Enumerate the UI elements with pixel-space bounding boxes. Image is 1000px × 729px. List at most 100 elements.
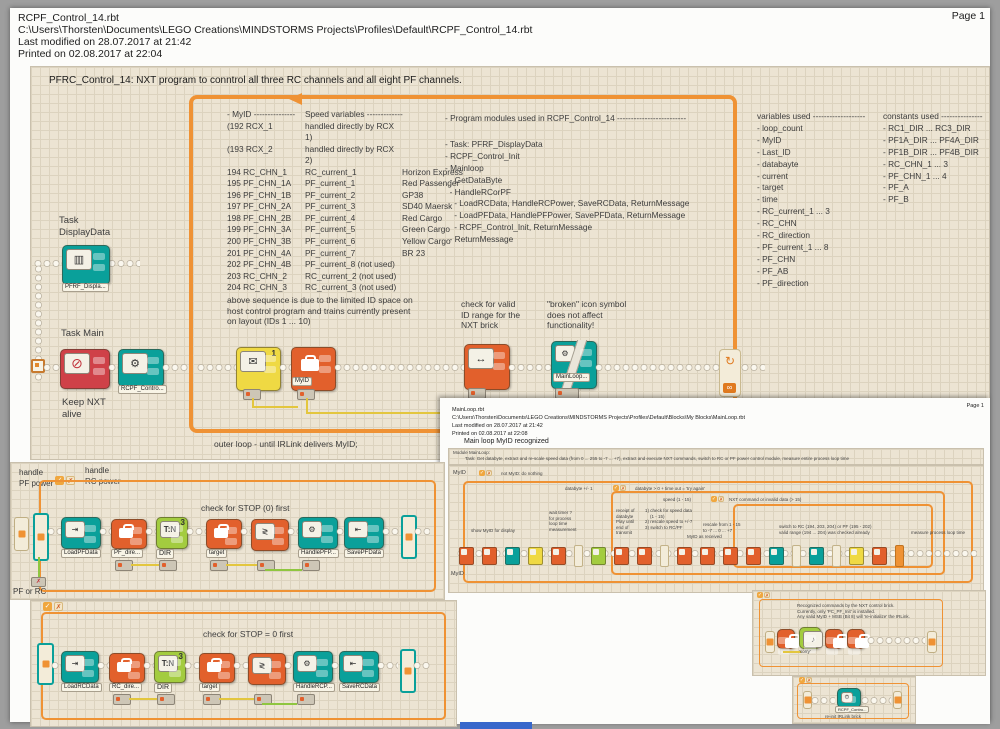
check-icon[interactable]: ✓ bbox=[613, 485, 619, 491]
cross-icon[interactable]: ✗ bbox=[620, 485, 626, 492]
sound-block[interactable]: ♪ bbox=[799, 627, 823, 649]
variable-block-target[interactable] bbox=[206, 519, 242, 549]
keep-alive-block[interactable]: ⊘ bbox=[60, 349, 110, 389]
id-table-cell: 200 PF_CHN_3B bbox=[227, 236, 292, 247]
cross-icon[interactable]: ✗ bbox=[54, 602, 63, 611]
mini-block-orange[interactable] bbox=[723, 547, 738, 565]
check-icon[interactable]: ✓ bbox=[757, 592, 763, 598]
cross-icon[interactable]: ✗ bbox=[718, 496, 724, 503]
mini-block-orange[interactable] bbox=[872, 547, 887, 565]
variable-block-rc-direction[interactable] bbox=[109, 653, 145, 683]
text-block-dir[interactable]: T:N 3 bbox=[154, 651, 186, 683]
check-icon[interactable]: ✓ bbox=[479, 470, 485, 476]
condition-plug[interactable]: ✗ bbox=[31, 577, 46, 587]
switch-tabs[interactable]: ✓ ✗ bbox=[613, 485, 627, 503]
variable-block-small[interactable] bbox=[777, 629, 800, 649]
variable-block-small[interactable] bbox=[847, 629, 870, 649]
task-display-label: Task DisplayData bbox=[59, 215, 111, 238]
start-cap[interactable] bbox=[765, 631, 775, 653]
block-label: HandlePFP... bbox=[298, 549, 339, 558]
mini-block-yellow[interactable] bbox=[849, 547, 864, 565]
mini-block-orange[interactable] bbox=[551, 547, 566, 565]
text-block-dir[interactable]: T:N 3 bbox=[156, 517, 188, 549]
switch-rect-speed bbox=[733, 504, 933, 568]
cross-icon[interactable]: ✗ bbox=[806, 677, 812, 684]
data-plug[interactable] bbox=[157, 694, 175, 705]
switch-cap[interactable] bbox=[33, 513, 49, 561]
myblock-loadrcdata[interactable]: ⇥ bbox=[61, 651, 99, 683]
data-wire-yellow bbox=[131, 564, 159, 566]
myblock-loadpfdata[interactable]: ⇥ bbox=[61, 517, 101, 549]
block-label: PF_dire... bbox=[111, 549, 144, 558]
id-table-cell: PF_current_4 bbox=[305, 212, 356, 223]
myblock-handlercpower[interactable]: ⚙ bbox=[293, 651, 333, 683]
taskbar-fragment[interactable] bbox=[460, 722, 532, 729]
switch-tabs[interactable]: ✓ ✗ bbox=[479, 470, 493, 488]
myblock-pfrf-displaydata[interactable]: ▥ bbox=[62, 245, 110, 285]
infinity-icon: ∞ bbox=[723, 383, 736, 393]
mini-block-orange[interactable] bbox=[459, 547, 474, 565]
compare-block[interactable]: ≷ bbox=[248, 653, 286, 685]
mini-block-end[interactable] bbox=[895, 545, 904, 567]
commands-rect bbox=[759, 599, 943, 667]
check-icon[interactable]: ✓ bbox=[799, 677, 805, 683]
myid-received-note: MyID as received bbox=[687, 534, 722, 539]
variable-block-small[interactable] bbox=[825, 629, 848, 649]
mini-block-teal[interactable] bbox=[809, 547, 824, 565]
switch-tabs[interactable]: ✓ ✗ bbox=[711, 496, 725, 514]
file-title: RCPF_Control_14.rbt bbox=[18, 12, 119, 24]
mini-block-green[interactable] bbox=[591, 547, 606, 565]
file-printed: Printed on 02.08.2017 at 22:08 bbox=[452, 431, 528, 437]
sequence-beam bbox=[108, 363, 118, 372]
end-cap[interactable] bbox=[893, 691, 902, 709]
block-label: DIR bbox=[154, 683, 173, 693]
mini-block-cap[interactable] bbox=[574, 545, 583, 567]
myblock-savercdata[interactable]: ⇤ bbox=[339, 651, 379, 683]
myblock-rcpf-control-init-small[interactable]: ⚙ bbox=[837, 688, 861, 708]
sequence-beam bbox=[184, 661, 199, 670]
check-icon[interactable]: ✓ bbox=[711, 496, 717, 502]
mini-block-orange[interactable] bbox=[637, 547, 652, 565]
mini-block-cap[interactable] bbox=[660, 545, 669, 567]
mini-block-teal[interactable] bbox=[505, 547, 520, 565]
mini-block-teal[interactable] bbox=[769, 547, 784, 565]
switch-tabs[interactable]: ✓ ✗ bbox=[799, 677, 813, 695]
loop-end-tab[interactable]: ↻ ∞ bbox=[719, 349, 741, 397]
myblock-handlepfpower[interactable]: ⚙ bbox=[298, 517, 338, 549]
range-check-block[interactable]: ↔ bbox=[464, 344, 510, 390]
mini-block-orange[interactable] bbox=[700, 547, 715, 565]
loop-rect-databyte bbox=[611, 491, 945, 575]
mini-block-cap[interactable] bbox=[832, 545, 841, 567]
sequence-beam bbox=[508, 363, 551, 372]
id-table-row: 203 RC_CHN_2 RC_current_2 (not used) bbox=[227, 271, 557, 283]
cross-icon[interactable]: ✗ bbox=[486, 470, 492, 477]
switch-end-cap[interactable] bbox=[401, 515, 417, 559]
check-icon[interactable]: ✓ bbox=[43, 602, 52, 611]
data-plug[interactable] bbox=[302, 560, 320, 571]
mini-block-orange[interactable] bbox=[482, 547, 497, 565]
mini-block-orange[interactable] bbox=[614, 547, 629, 565]
mini-block-orange[interactable] bbox=[677, 547, 692, 565]
compare-block[interactable]: ≷ bbox=[251, 519, 289, 551]
id-table-cell: 202 PF_CHN_4B bbox=[227, 259, 292, 270]
end-cap[interactable] bbox=[927, 631, 937, 653]
mini-block-yellow[interactable] bbox=[528, 547, 543, 565]
mini-block-cap[interactable] bbox=[792, 545, 801, 567]
variable-block-pf-direction[interactable] bbox=[111, 519, 147, 549]
data-plug[interactable] bbox=[297, 694, 315, 705]
switch-tabs[interactable]: ✓ ✗ bbox=[43, 602, 65, 620]
switch-end-cap[interactable] bbox=[400, 649, 416, 693]
data-plug[interactable] bbox=[159, 560, 177, 571]
keep-alive-label: Keep NXT alive bbox=[62, 397, 106, 420]
myblock-rcpf-control-init[interactable]: ⚙ bbox=[118, 349, 164, 387]
id-table-cell: RC_current_2 (not used) bbox=[305, 270, 397, 281]
receipt-note: receipt of databyte Play until end of tr… bbox=[616, 508, 635, 536]
cross-icon[interactable]: ✗ bbox=[764, 592, 770, 599]
mini-block-orange[interactable] bbox=[746, 547, 761, 565]
sequence-beam bbox=[331, 661, 339, 670]
variable-block-target[interactable] bbox=[199, 653, 235, 683]
receive-message-block[interactable]: ✉ 1 bbox=[236, 347, 281, 391]
start-cap[interactable] bbox=[14, 517, 29, 551]
switch-tabs[interactable]: ✓ ✗ bbox=[757, 592, 771, 610]
myblock-savepfdata[interactable]: ⇤ bbox=[344, 517, 384, 549]
